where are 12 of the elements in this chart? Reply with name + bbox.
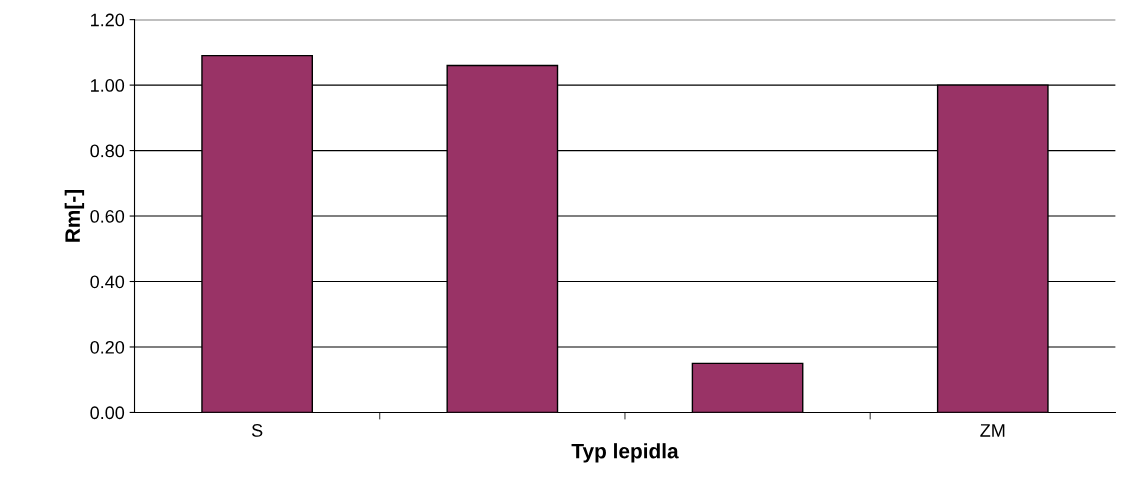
y-tick-label: 1.00 <box>91 79 125 92</box>
y-tick-label: 0.80 <box>90 144 125 158</box>
y-tick-label: 0.20 <box>90 340 125 354</box>
bar <box>691 362 804 413</box>
x-axis-title: Typ lepidla <box>571 443 679 463</box>
y-tick-label: 1.20 <box>91 13 125 27</box>
x-tick-label: S <box>251 424 263 437</box>
y-tick-label: 0.40 <box>90 275 125 289</box>
y-axis-title: Rm[-] <box>64 190 85 242</box>
y-tick-label: 0.00 <box>90 406 125 420</box>
x-tick-label: ZM <box>980 424 1005 437</box>
y-tick-label: 0.60 <box>90 209 125 223</box>
